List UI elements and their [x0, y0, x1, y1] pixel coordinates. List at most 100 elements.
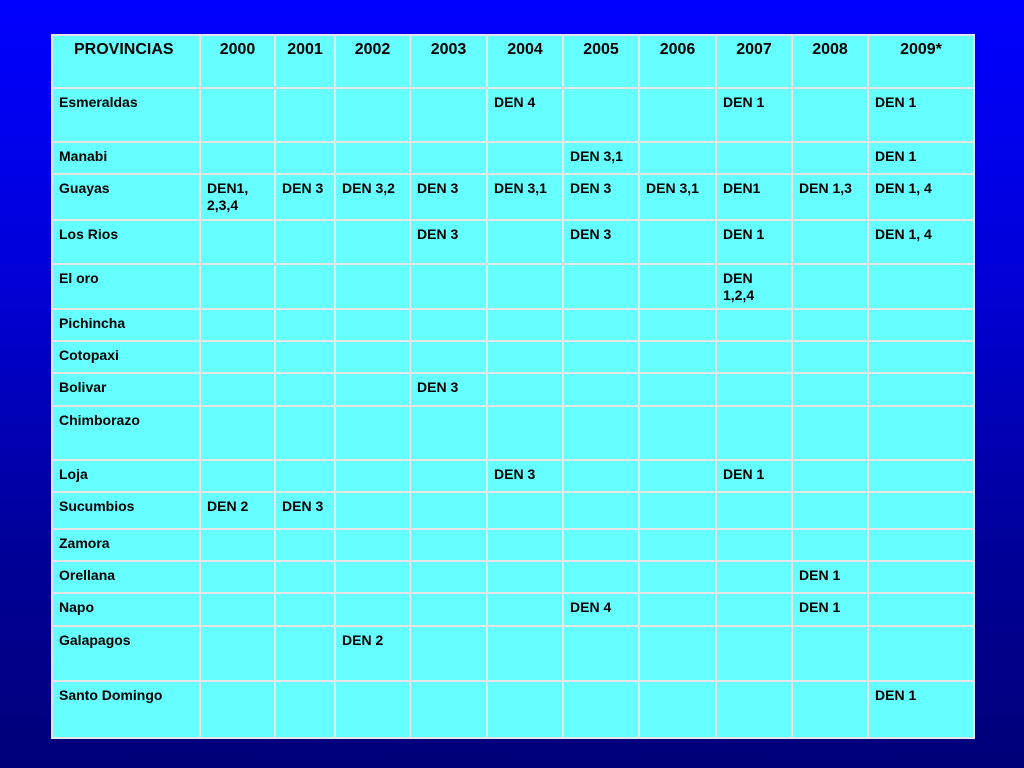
serotype-cell	[638, 491, 717, 530]
header-year-2008: 2008	[791, 34, 869, 89]
province-name: Manabi	[51, 141, 201, 175]
province-name: Zamora	[51, 528, 201, 562]
serotype-cell	[199, 219, 276, 265]
table-row: Santo Domingo DEN 1	[51, 680, 975, 739]
serotype-cell: DEN 3,1	[638, 173, 717, 221]
serotype-cell	[867, 625, 975, 682]
serotype-cell	[486, 263, 564, 310]
serotype-cell	[715, 625, 793, 682]
serotype-cell	[562, 680, 640, 739]
serotype-cell	[409, 459, 488, 493]
serotype-cell	[486, 405, 564, 461]
serotype-cell: DEN 3	[562, 173, 640, 221]
province-name: Esmeraldas	[51, 87, 201, 143]
serotype-cell	[486, 308, 564, 342]
serotype-cell: DEN 1,2,4	[715, 263, 793, 310]
province-name: Chimborazo	[51, 405, 201, 461]
header-year-2001: 2001	[274, 34, 336, 89]
serotype-cell	[274, 308, 336, 342]
province-name: Bolivar	[51, 372, 201, 407]
table-row: Esmeraldas DEN 4 DEN 1 DEN 1	[51, 87, 975, 143]
serotype-cell	[334, 459, 411, 493]
table-row: Chimborazo	[51, 405, 975, 461]
serotype-cell	[638, 141, 717, 175]
serotype-cell	[638, 405, 717, 461]
serotype-cell	[199, 308, 276, 342]
table-row: Loja DEN 3 DEN 1	[51, 459, 975, 493]
serotype-cell	[334, 592, 411, 627]
table-row: El oro DEN 1,2,4	[51, 263, 975, 310]
serotype-cell	[409, 625, 488, 682]
serotype-cell	[486, 680, 564, 739]
serotype-cell	[486, 219, 564, 265]
serotype-cell	[638, 592, 717, 627]
serotype-cell	[334, 141, 411, 175]
dengue-serotype-table: PROVINCIAS 2000 2001 2002 2003 2004 2005…	[51, 34, 975, 739]
province-name: Orellana	[51, 560, 201, 594]
serotype-cell	[562, 308, 640, 342]
serotype-cell	[199, 87, 276, 143]
table-row: Galapagos DEN 2	[51, 625, 975, 682]
serotype-cell	[638, 560, 717, 594]
province-name: Galapagos	[51, 625, 201, 682]
table-row: Los Rios DEN 3 DEN 3 DEN 1 DEN 1, 4	[51, 219, 975, 265]
serotype-cell: DEN 3	[486, 459, 564, 493]
serotype-cell: DEN 1	[715, 219, 793, 265]
serotype-cell: DEN 3	[274, 173, 336, 221]
serotype-cell	[409, 405, 488, 461]
serotype-cell	[715, 491, 793, 530]
serotype-cell	[715, 405, 793, 461]
province-name: Napo	[51, 592, 201, 627]
serotype-cell	[867, 459, 975, 493]
serotype-cell	[334, 680, 411, 739]
serotype-cell	[562, 263, 640, 310]
serotype-cell	[486, 372, 564, 407]
serotype-cell	[791, 308, 869, 342]
serotype-cell	[562, 528, 640, 562]
serotype-cell: DEN 4	[562, 592, 640, 627]
serotype-cell	[409, 308, 488, 342]
serotype-cell	[791, 372, 869, 407]
serotype-cell	[409, 340, 488, 374]
serotype-cell: DEN 4	[486, 87, 564, 143]
serotype-cell	[486, 560, 564, 594]
serotype-cell	[334, 372, 411, 407]
serotype-cell	[274, 219, 336, 265]
serotype-cell	[199, 459, 276, 493]
serotype-cell	[274, 141, 336, 175]
serotype-cell	[638, 340, 717, 374]
serotype-cell	[409, 528, 488, 562]
serotype-cell	[334, 87, 411, 143]
serotype-cell	[791, 528, 869, 562]
serotype-cell	[199, 625, 276, 682]
serotype-cell	[867, 263, 975, 310]
header-year-2003: 2003	[409, 34, 488, 89]
serotype-cell: DEN 1	[715, 87, 793, 143]
serotype-cell	[638, 372, 717, 407]
serotype-cell	[199, 528, 276, 562]
serotype-cell	[409, 87, 488, 143]
header-year-2005: 2005	[562, 34, 640, 89]
header-year-2004: 2004	[486, 34, 564, 89]
table-body: Esmeraldas DEN 4 DEN 1 DEN 1 Manabi DEN 3,1 DE…	[51, 87, 975, 739]
serotype-cell	[791, 459, 869, 493]
table-row: Zamora	[51, 528, 975, 562]
serotype-cell	[867, 372, 975, 407]
serotype-cell: DEN 1	[867, 87, 975, 143]
header-year-2007: 2007	[715, 34, 793, 89]
province-name: Guayas	[51, 173, 201, 221]
table-row: Napo DEN 4 DEN 1	[51, 592, 975, 627]
serotype-cell	[274, 528, 336, 562]
serotype-cell	[791, 141, 869, 175]
serotype-cell	[638, 263, 717, 310]
serotype-cell	[715, 680, 793, 739]
serotype-cell	[791, 625, 869, 682]
serotype-cell: DEN 1	[867, 141, 975, 175]
serotype-cell	[274, 592, 336, 627]
serotype-cell	[199, 263, 276, 310]
serotype-cell: DEN 2	[334, 625, 411, 682]
serotype-cell	[334, 560, 411, 594]
serotype-cell	[791, 219, 869, 265]
serotype-cell	[274, 405, 336, 461]
